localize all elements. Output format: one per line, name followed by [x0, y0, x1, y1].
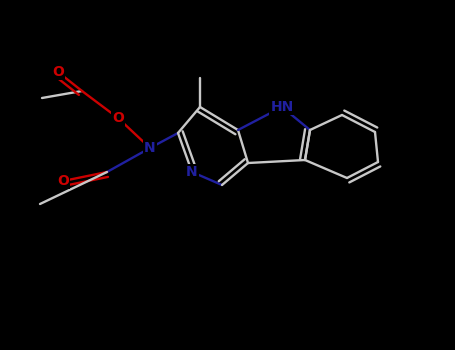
Text: N: N: [186, 165, 198, 179]
Text: HN: HN: [270, 100, 293, 114]
Text: N: N: [144, 141, 156, 155]
Text: O: O: [57, 174, 69, 188]
Text: O: O: [52, 65, 64, 79]
Text: O: O: [112, 111, 124, 125]
